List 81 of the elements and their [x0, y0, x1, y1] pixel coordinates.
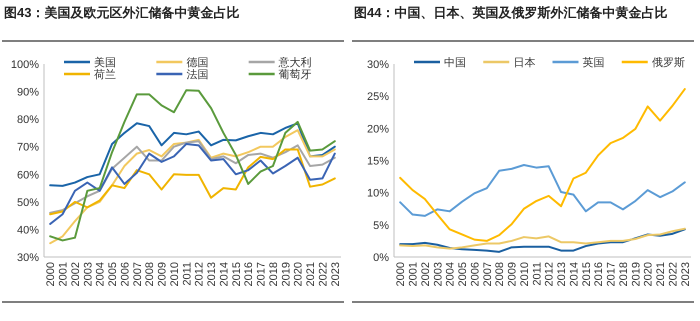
y-tick-label: 20%	[366, 123, 390, 136]
y-tick-label: 70%	[16, 142, 40, 154]
y-tick-label: 90%	[16, 86, 40, 99]
x-tick-label: 2007	[132, 262, 144, 286]
x-tick-label: 2002	[70, 262, 82, 286]
legend-label: 美国	[94, 56, 116, 69]
line-series	[49, 142, 336, 225]
x-tick-label: 2008	[144, 262, 156, 286]
x-tick-label: 2009	[506, 262, 519, 286]
x-tick-label: 2016	[243, 262, 256, 286]
legend-label: 法国	[186, 68, 208, 81]
x-tick-label: 2013	[206, 262, 218, 286]
x-tick-label: 2015	[580, 262, 593, 286]
x-tick-label: 2009	[156, 262, 169, 286]
legend-label: 英国	[582, 56, 604, 69]
x-tick-label: 2005	[457, 262, 470, 286]
x-tick-label: 2015	[230, 262, 243, 286]
y-tick-label: 10%	[366, 188, 390, 200]
x-tick-label: 2011	[181, 262, 194, 286]
y-tick-label: 80%	[16, 114, 40, 126]
y-tick-label: 0%	[373, 252, 390, 264]
chart-title: 图44：中国、日本、英国及俄罗斯外汇储备中黄金占比	[354, 5, 668, 20]
x-tick-label: 2001	[408, 262, 420, 286]
y-tick-label: 5%	[373, 220, 390, 232]
y-tick-label: 100%	[10, 59, 40, 71]
x-tick-label: 2012	[544, 262, 556, 286]
y-tick-label: 30%	[366, 59, 390, 71]
legend-label: 日本	[513, 56, 536, 69]
legend-label: 中国	[444, 56, 466, 69]
x-tick-label: 2010	[168, 262, 181, 286]
x-tick-label: 2014	[218, 262, 230, 286]
x-tick-label: 2006	[469, 262, 482, 286]
x-tick-label: 2023	[330, 262, 342, 286]
y-tick-label: 15%	[366, 156, 390, 168]
x-tick-label: 2018	[268, 262, 280, 286]
x-tick-label: 2007	[482, 262, 494, 286]
x-tick-label: 2004	[444, 262, 457, 286]
line-series	[49, 122, 336, 187]
x-tick-label: 2012	[194, 262, 206, 286]
x-tick-label: 2008	[494, 262, 506, 286]
x-tick-label: 2020	[642, 262, 655, 286]
x-tick-label: 2004	[94, 262, 107, 286]
x-tick-label: 2005	[107, 262, 120, 286]
x-tick-label: 2000	[45, 262, 58, 286]
x-tick-label: 2021	[655, 262, 668, 286]
x-tick-label: 2019	[630, 262, 642, 286]
x-tick-label: 2019	[280, 262, 292, 286]
x-tick-label: 2001	[58, 262, 70, 286]
legend-label: 俄罗斯	[652, 56, 685, 69]
x-tick-label: 2014	[568, 262, 580, 286]
x-tick-label: 2020	[292, 262, 305, 286]
y-tick-label: 50%	[16, 196, 40, 209]
y-tick-label: 25%	[366, 91, 390, 104]
line-series	[399, 88, 686, 242]
x-tick-label: 2013	[556, 262, 568, 286]
x-tick-label: 2003	[82, 262, 94, 286]
y-tick-label: 30%	[16, 252, 40, 264]
x-tick-label: 2022	[317, 262, 330, 286]
x-tick-label: 2003	[432, 262, 444, 286]
x-tick-label: 2016	[593, 262, 606, 286]
x-tick-label: 2021	[305, 262, 318, 286]
line-series	[49, 89, 336, 242]
legend-label: 荷兰	[94, 68, 116, 81]
y-tick-label: 40%	[16, 224, 40, 236]
chart-title: 图43：美国及欧元区外汇储备中黄金占比	[4, 5, 240, 20]
x-tick-label: 2010	[518, 262, 531, 286]
x-tick-label: 2000	[395, 262, 408, 286]
x-tick-label: 2017	[606, 262, 618, 286]
line-series	[49, 129, 336, 244]
x-tick-label: 2002	[420, 262, 432, 286]
line-series	[399, 164, 686, 217]
x-tick-label: 2023	[680, 262, 692, 286]
x-tick-label: 2017	[256, 262, 268, 286]
legend-label: 德国	[186, 57, 208, 69]
x-tick-label: 2011	[531, 262, 544, 286]
x-tick-label: 2006	[119, 262, 132, 286]
y-tick-label: 60%	[16, 169, 40, 182]
legend-label: 意大利	[278, 56, 312, 69]
x-tick-label: 2022	[667, 262, 680, 286]
x-tick-label: 2018	[618, 262, 630, 286]
legend-label: 葡萄牙	[278, 68, 312, 81]
